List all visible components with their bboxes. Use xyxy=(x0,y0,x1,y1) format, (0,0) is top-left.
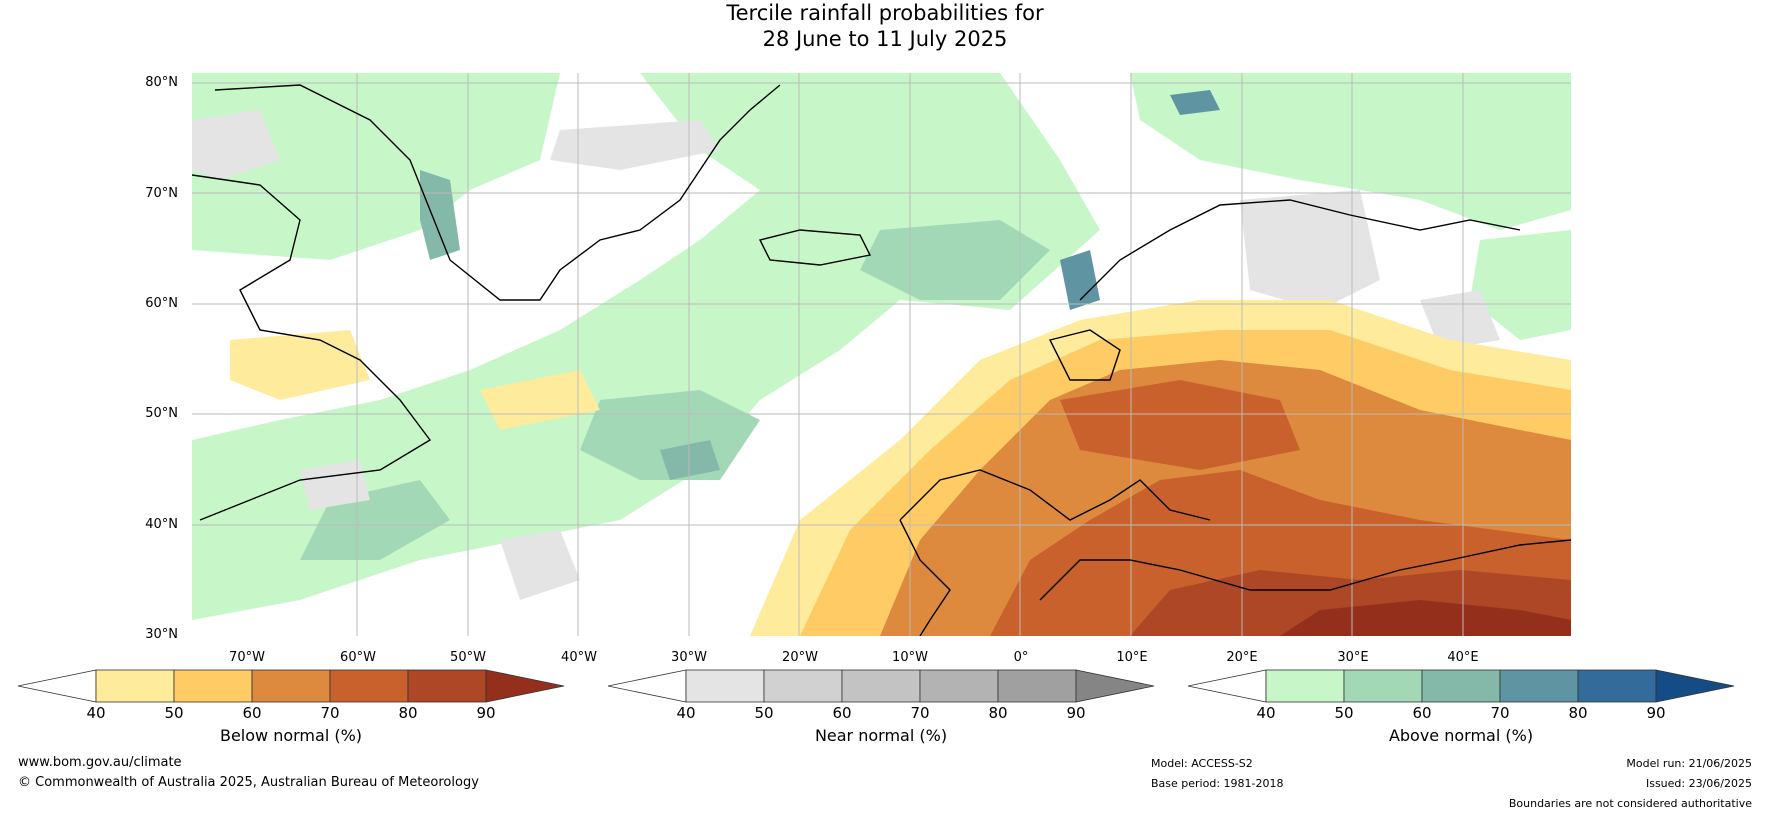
colorbar-tick-label: 50 xyxy=(754,704,774,722)
colorbar-tick-label: 90 xyxy=(1646,704,1666,722)
colorbar-segment xyxy=(95,669,175,703)
colorbar-segment xyxy=(407,669,487,703)
lat-tick: 30°N xyxy=(145,627,178,642)
model-run-text: Model run: 21/06/2025 xyxy=(1626,757,1752,770)
base-period-text: Base period: 1981-2018 xyxy=(1151,777,1284,790)
colorbars xyxy=(17,669,1735,703)
colorbar-extend-high xyxy=(1075,669,1155,703)
colorbar-segment xyxy=(841,669,921,703)
lon-tick: 10°W xyxy=(892,650,928,665)
colorbar-extend-low xyxy=(17,669,97,703)
lon-tick: 0° xyxy=(1013,650,1029,665)
title-line-2: 28 June to 11 July 2025 xyxy=(762,27,1008,51)
colorbar-segment xyxy=(1265,669,1345,703)
graticule xyxy=(192,73,1571,636)
coastlines xyxy=(192,84,1571,636)
colorbar-tick-label: 60 xyxy=(242,704,262,722)
colorbar-label: Below normal (%) xyxy=(219,726,363,745)
colorbar-tick-label: 60 xyxy=(1412,704,1432,722)
colorbar-tick-label: 50 xyxy=(164,704,184,722)
colorbar-segment xyxy=(173,669,253,703)
above-normal-areas xyxy=(192,73,1571,620)
colorbar-tick-label: 70 xyxy=(910,704,930,722)
lon-tick: 30°W xyxy=(671,650,707,665)
copyright-text: © Commonwealth of Australia 2025, Austra… xyxy=(18,775,479,790)
lon-tick: 40°E xyxy=(1447,650,1479,665)
title-line-1: Tercile rainfall probabilities for xyxy=(726,1,1044,25)
lat-tick: 40°N xyxy=(145,517,178,532)
near-normal-areas xyxy=(192,110,1500,600)
colorbar-segment xyxy=(1577,669,1657,703)
lon-tick: 70°W xyxy=(229,650,265,665)
colorbar-tick-label: 40 xyxy=(676,704,696,722)
model-text: Model: ACCESS-S2 xyxy=(1151,757,1253,770)
colorbar-segment xyxy=(1343,669,1423,703)
colorbar-segment xyxy=(919,669,999,703)
colorbar-tick-label: 70 xyxy=(320,704,340,722)
lon-tick: 40°W xyxy=(561,650,597,665)
colorbar-tick-label: 90 xyxy=(1066,704,1086,722)
colorbar-tick-label: 80 xyxy=(988,704,1008,722)
lon-tick: 10°E xyxy=(1116,650,1148,665)
lat-tick: 70°N xyxy=(145,186,178,201)
colorbar-segment xyxy=(1421,669,1501,703)
colorbar-tick-label: 90 xyxy=(476,704,496,722)
colorbar-segment xyxy=(685,669,765,703)
colorbar-extend-low xyxy=(1187,669,1267,703)
colorbar-segment xyxy=(1499,669,1579,703)
lat-tick: 50°N xyxy=(145,406,178,421)
colorbar-extend-low xyxy=(607,669,687,703)
issued-text: Issued: 23/06/2025 xyxy=(1645,777,1752,790)
colorbar-tick-label: 40 xyxy=(86,704,106,722)
lon-tick: 50°W xyxy=(450,650,486,665)
colorbar-segment xyxy=(251,669,331,703)
map-title: Tercile rainfall probabilities for 28 Ju… xyxy=(0,0,1770,52)
colorbar-label: Above normal (%) xyxy=(1388,726,1534,745)
below-normal-areas xyxy=(230,300,1571,636)
lon-tick: 30°E xyxy=(1337,650,1369,665)
colorbar-tick-label: 70 xyxy=(1490,704,1510,722)
colorbar-extend-high xyxy=(485,669,565,703)
colorbar-tick-label: 60 xyxy=(832,704,852,722)
website-text: www.bom.gov.au/climate xyxy=(18,755,182,770)
map-field xyxy=(192,73,1571,636)
lat-tick: 60°N xyxy=(145,296,178,311)
lon-tick: 60°W xyxy=(340,650,376,665)
colorbar-tick-label: 80 xyxy=(398,704,418,722)
colorbar-segment xyxy=(329,669,409,703)
colorbar-tick-label: 50 xyxy=(1334,704,1354,722)
lon-tick: 20°E xyxy=(1226,650,1258,665)
colorbar-segment xyxy=(997,669,1077,703)
colorbar-tick-label: 40 xyxy=(1256,704,1276,722)
lat-tick: 80°N xyxy=(145,75,178,90)
colorbar-tick-label: 80 xyxy=(1568,704,1588,722)
colorbar-segment xyxy=(763,669,843,703)
colorbar-extend-high xyxy=(1655,669,1735,703)
lon-tick: 20°W xyxy=(782,650,818,665)
disclaimer-text: Boundaries are not considered authoritat… xyxy=(1508,797,1752,810)
colorbar-label: Near normal (%) xyxy=(814,726,948,745)
